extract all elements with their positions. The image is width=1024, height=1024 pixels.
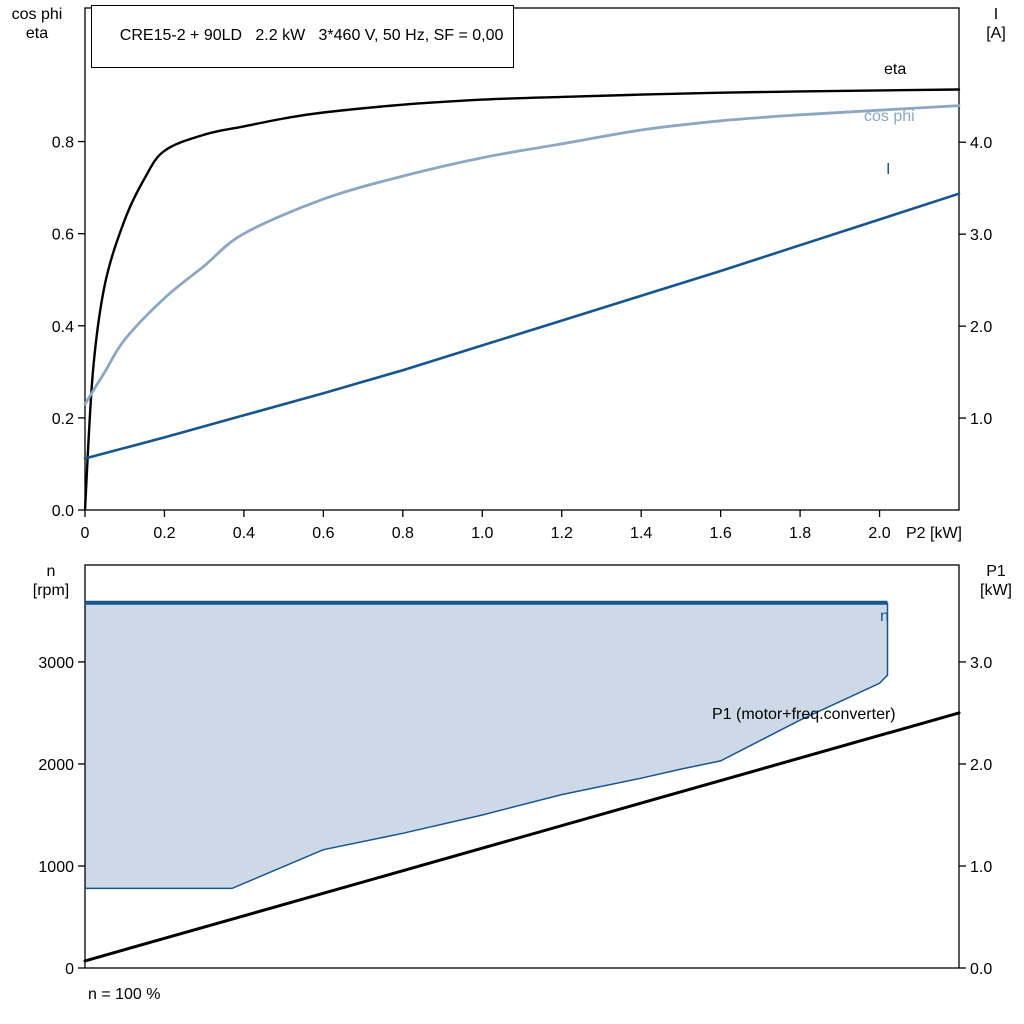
y-right-tick-label: 1.0	[970, 859, 992, 876]
x-tick-label: 0.4	[233, 525, 255, 542]
chart-title: CRE15-2 + 90LD 2.2 kW 3*460 V, 50 Hz, SF…	[119, 27, 504, 44]
y-right-tick-label: 4.0	[970, 135, 992, 152]
eta-curve-label: eta	[884, 61, 907, 78]
x-tick-label: 0.2	[153, 525, 175, 542]
y-right-tick-label: 2.0	[970, 757, 992, 774]
speed-min-line	[85, 602, 889, 890]
top-right-axis-title: I [A]	[972, 5, 1020, 43]
x-tick-label: 0	[81, 525, 90, 542]
top-left-axis-title: cos phi eta	[4, 5, 70, 43]
y-right-tick-label: 0.0	[970, 961, 992, 978]
x-tick-label: 1.2	[551, 525, 573, 542]
x-axis-label: P2 [kW]	[906, 525, 962, 542]
left-axis-title-speed: n	[46, 563, 56, 580]
y-left-tick-label: 0.4	[52, 319, 74, 336]
bottom-left-axis-title: n [rpm]	[18, 562, 84, 600]
y-left-tick-label: 1000	[38, 859, 74, 876]
top-chart-frame	[84, 7, 960, 511]
x-tick-label: 0.8	[392, 525, 414, 542]
right-axis-title-current: I	[993, 6, 999, 23]
p1-line	[83, 711, 961, 963]
y-left-tick-label: 0.8	[52, 135, 74, 152]
y-left-tick-label: 2000	[38, 757, 74, 774]
right-axis-title-kw-unit: [kW]	[980, 582, 1012, 599]
current-curve-label: I	[886, 161, 891, 178]
x-tick-label: 2.0	[868, 525, 890, 542]
left-axis-title-eta: eta	[25, 25, 49, 42]
y-right-tick-label: 3.0	[970, 227, 992, 244]
y-left-tick-label: 0.2	[52, 411, 74, 428]
speed-footnote: n = 100 %	[88, 986, 161, 1003]
chart-title-box: CRE15-2 + 90LD 2.2 kW 3*460 V, 50 Hz, SF…	[91, 5, 515, 68]
eta-curve	[83, 88, 961, 512]
left-axis-title-rpm-unit: [rpm]	[32, 582, 70, 599]
y-left-tick-label: 3000	[38, 655, 74, 672]
y-left-tick-label: 0.0	[52, 503, 74, 520]
speed-curve-label: n	[880, 608, 889, 625]
p1-curve-label: P1 (motor+freq.converter)	[712, 706, 896, 723]
cos-phi-curve	[83, 104, 961, 406]
right-axis-title-amps-unit: [A]	[986, 25, 1006, 42]
y-left-tick-label: 0	[65, 961, 74, 978]
speed-range-fill	[85, 602, 888, 889]
y-right-tick-label: 3.0	[970, 655, 992, 672]
y-right-tick-label: 1.0	[970, 411, 992, 428]
right-axis-title-p1: P1	[986, 563, 1006, 580]
x-tick-label: 1.8	[789, 525, 811, 542]
x-tick-label: 1.6	[710, 525, 732, 542]
left-axis-title-cosphi: cos phi	[11, 6, 63, 23]
current-curve	[83, 192, 961, 460]
x-tick-label: 1.4	[630, 525, 652, 542]
bottom-chart-frame	[84, 564, 960, 969]
x-tick-label: 1.0	[471, 525, 493, 542]
y-left-tick-label: 0.6	[52, 227, 74, 244]
bottom-right-axis-title: P1 [kW]	[972, 562, 1020, 600]
cos-phi-curve-label: cos phi	[864, 108, 915, 125]
y-right-tick-label: 2.0	[970, 319, 992, 336]
x-tick-label: 0.6	[312, 525, 334, 542]
